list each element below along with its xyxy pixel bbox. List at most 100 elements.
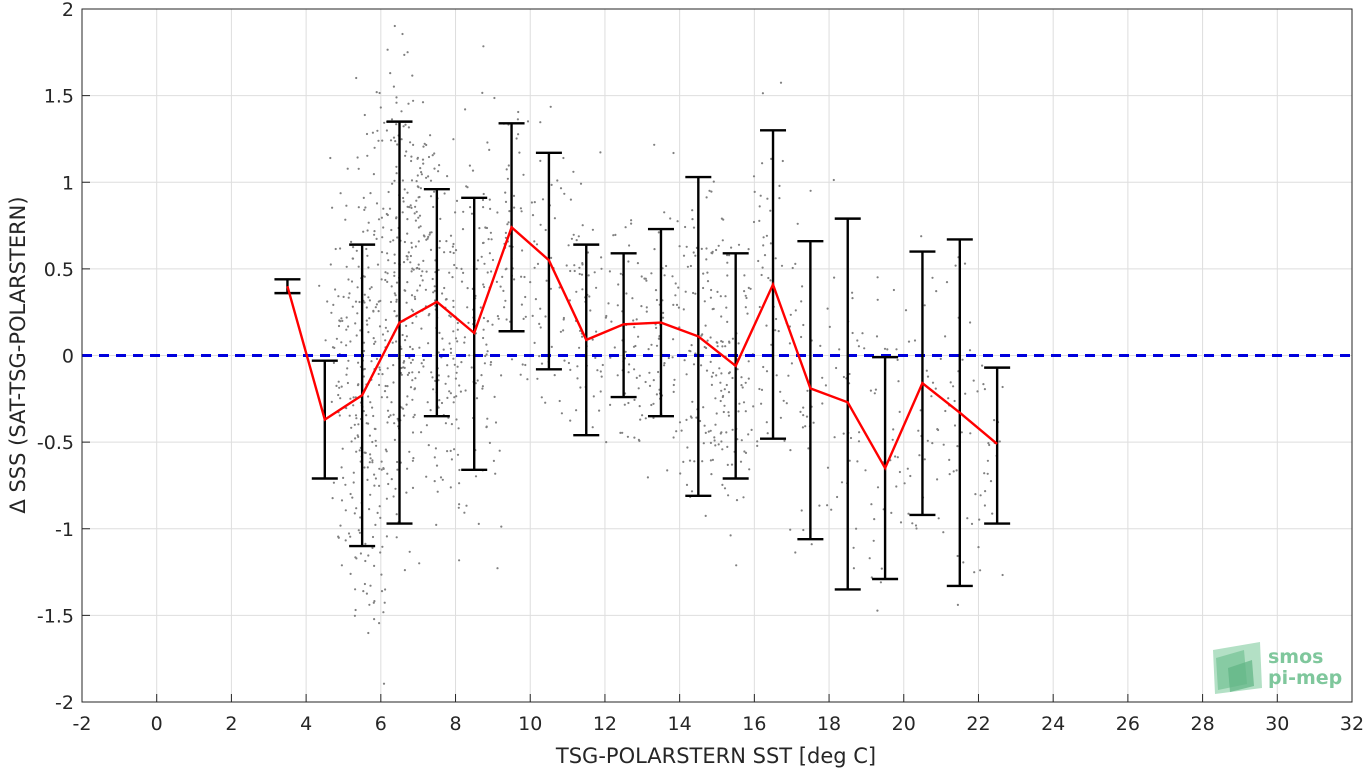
- scatter-point: [723, 404, 726, 407]
- scatter-point: [913, 339, 917, 342]
- scatter-point: [345, 265, 348, 268]
- scatter-point: [406, 191, 409, 194]
- scatter-point: [475, 267, 478, 270]
- scatter-point: [715, 248, 718, 252]
- scatter-point: [424, 288, 427, 291]
- scatter-point: [386, 367, 389, 370]
- scatter-point: [351, 305, 354, 308]
- scatter-point: [359, 329, 362, 332]
- scatter-point: [404, 123, 407, 126]
- scatter-point: [395, 96, 398, 99]
- scatter-point: [705, 369, 709, 372]
- scatter-point: [720, 315, 723, 318]
- scatter-point: [384, 271, 387, 274]
- scatter-point: [411, 379, 414, 382]
- scatter-point: [351, 257, 354, 260]
- scatter-point: [371, 461, 374, 464]
- scatter-point: [675, 303, 679, 306]
- scatter-point: [550, 256, 553, 259]
- scatter-point: [821, 402, 824, 405]
- scatter-point: [701, 333, 704, 336]
- scatter-point: [695, 416, 698, 419]
- scatter-point: [499, 285, 502, 288]
- scatter-point: [456, 453, 460, 456]
- scatter-point: [685, 373, 688, 376]
- y-tick-label: 2: [62, 0, 74, 21]
- scatter-point: [453, 263, 456, 267]
- scatter-point: [395, 165, 398, 168]
- scatter-point: [389, 240, 392, 243]
- scatter-point: [380, 468, 383, 471]
- scatter-point: [406, 467, 409, 470]
- scatter-point: [533, 240, 536, 243]
- scatter-point: [335, 337, 338, 340]
- scatter-point: [463, 511, 466, 514]
- scatter-point: [710, 383, 714, 386]
- scatter-point: [355, 417, 358, 420]
- scatter-point: [378, 325, 382, 328]
- scatter-point: [720, 217, 724, 220]
- scatter-point: [417, 216, 420, 219]
- scatter-point: [762, 244, 765, 247]
- scatter-point: [446, 175, 449, 178]
- scatter-point: [452, 299, 455, 302]
- scatter-point: [482, 206, 485, 209]
- scatter-point: [393, 24, 396, 28]
- scatter-point: [496, 315, 499, 318]
- scatter-point: [513, 206, 516, 209]
- scatter-point: [433, 299, 437, 302]
- scatter-point: [917, 429, 920, 432]
- scatter-point: [460, 361, 463, 364]
- scatter-point: [329, 263, 332, 266]
- scatter-point: [340, 466, 343, 469]
- scatter-point: [331, 346, 335, 349]
- scatter-point: [386, 421, 389, 424]
- scatter-point: [568, 299, 572, 302]
- scatter-point: [506, 177, 509, 180]
- y-tick-label: -0.5: [37, 432, 74, 454]
- scatter-point: [440, 401, 444, 405]
- scatter-point: [459, 390, 462, 393]
- scatter-point: [672, 383, 675, 387]
- scatter-point: [720, 440, 723, 443]
- scatter-point: [517, 110, 520, 114]
- scatter-point: [672, 436, 675, 439]
- scatter-point: [448, 342, 451, 345]
- scatter-point: [377, 218, 381, 221]
- scatter-point: [939, 357, 942, 360]
- scatter-point: [419, 167, 422, 170]
- scatter-point: [441, 292, 444, 295]
- scatter-point: [441, 478, 444, 481]
- mean-line: [286, 225, 998, 471]
- scatter-point: [344, 539, 347, 542]
- scatter-point: [529, 281, 532, 284]
- scatter-point: [541, 198, 545, 201]
- scatter-point: [703, 424, 706, 427]
- scatter-point: [331, 497, 334, 500]
- scatter-point: [726, 445, 729, 448]
- scatter-point: [357, 383, 360, 386]
- y-tick-label: 1: [62, 172, 74, 194]
- scatter-point: [737, 410, 740, 413]
- scatter-point: [422, 162, 425, 165]
- scatter-point: [1001, 573, 1004, 577]
- scatter-point: [981, 364, 984, 367]
- scatter-point: [346, 381, 349, 385]
- scatter-point: [389, 300, 393, 304]
- scatter-point: [410, 270, 413, 273]
- scatter-point: [481, 387, 484, 390]
- scatter-point: [691, 218, 694, 221]
- scatter-point: [393, 422, 396, 425]
- scatter-point: [460, 280, 464, 283]
- scatter-point: [648, 371, 651, 374]
- scatter-point: [409, 261, 412, 264]
- scatter-point: [352, 396, 355, 399]
- scatter-point: [624, 350, 627, 353]
- scatter-point: [722, 410, 725, 414]
- scatter-point: [395, 216, 398, 219]
- scatter-point: [821, 376, 824, 379]
- scatter-point: [452, 251, 455, 255]
- scatter-point: [562, 329, 565, 332]
- scatter-point: [520, 275, 523, 278]
- scatter-point: [367, 296, 370, 299]
